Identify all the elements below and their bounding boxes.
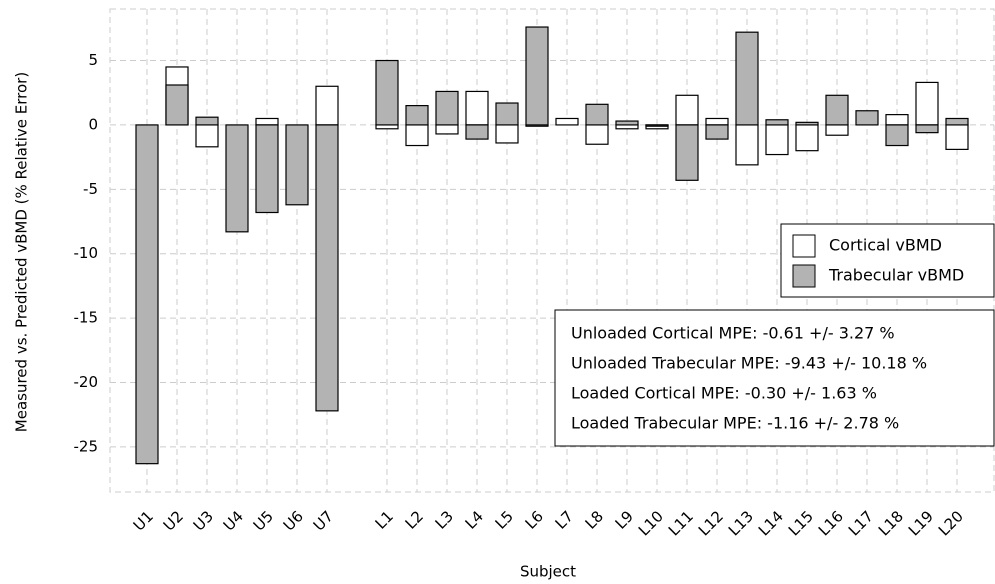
bar [765, 124, 789, 156]
bar [915, 124, 939, 134]
bar [375, 59, 399, 126]
bar [135, 124, 159, 465]
x-axis-label: Subject [520, 563, 576, 581]
y-tick-label: 0 [88, 115, 98, 133]
x-tick-label: L5 [492, 507, 517, 532]
x-tick-label: U4 [220, 507, 247, 534]
bar [195, 124, 219, 148]
bar [165, 84, 189, 126]
bar [525, 26, 549, 126]
x-tick-label: L8 [582, 507, 607, 532]
x-tick-label: L11 [665, 507, 697, 539]
bar [615, 120, 639, 126]
x-tick-label: U5 [250, 507, 277, 534]
bar [495, 124, 519, 144]
bar [285, 124, 309, 206]
annotation: Loaded Cortical MPE: -0.30 +/- 1.63 % [571, 384, 877, 403]
x-tick-label: U2 [160, 507, 187, 534]
x-tick-label: L20 [935, 507, 967, 539]
bar [495, 102, 519, 126]
bar [645, 124, 669, 127]
bar [225, 124, 249, 233]
bar [885, 124, 909, 147]
bar [945, 124, 969, 150]
bar [195, 116, 219, 126]
bar [915, 81, 939, 126]
bar [465, 124, 489, 140]
x-tick-label: L6 [522, 507, 547, 532]
y-tick-label: -15 [74, 309, 99, 327]
legend-swatch [792, 234, 816, 258]
y-tick-label: -10 [74, 244, 99, 262]
x-tick-label: L19 [905, 507, 937, 539]
x-tick-label: L7 [552, 507, 577, 532]
y-tick-label: -5 [83, 180, 98, 198]
bar [945, 117, 969, 126]
bar [465, 90, 489, 126]
bar [885, 114, 909, 126]
bar [405, 124, 429, 147]
annotation: Loaded Trabecular MPE: -1.16 +/- 2.78 % [571, 414, 899, 433]
bar [435, 124, 459, 135]
annotation: Unloaded Trabecular MPE: -9.43 +/- 10.18… [571, 354, 927, 373]
x-tick-label: L2 [402, 507, 427, 532]
x-tick-label: L4 [462, 507, 487, 532]
bar [705, 124, 729, 140]
bar [405, 104, 429, 126]
bar [735, 124, 759, 166]
x-tick-label: L10 [635, 507, 667, 539]
bar [435, 90, 459, 126]
x-tick-label: L14 [755, 507, 787, 539]
x-tick-label: L17 [845, 507, 877, 539]
bar [255, 124, 279, 214]
x-tick-label: L15 [785, 507, 817, 539]
x-tick-label: U7 [310, 507, 337, 534]
bar [765, 119, 789, 126]
legend-swatch [792, 264, 816, 288]
bar [675, 124, 699, 181]
legend-label: Trabecular vBMD [828, 266, 964, 285]
bar [555, 117, 579, 126]
bar [795, 124, 819, 152]
y-axis-label: Measured vs. Predicted vBMD (% Relative … [13, 72, 31, 432]
x-tick-label: U1 [130, 507, 157, 534]
x-tick-label: L18 [875, 507, 907, 539]
bar [315, 124, 339, 412]
annotation-box [554, 309, 995, 447]
bar [855, 110, 879, 126]
bar [735, 31, 759, 126]
legend-box [780, 223, 995, 298]
annotation: Unloaded Cortical MPE: -0.61 +/- 3.27 % [571, 324, 895, 343]
x-tick-label: L13 [725, 507, 757, 539]
x-tick-label: U3 [190, 507, 217, 534]
bar [585, 124, 609, 145]
x-tick-label: L9 [612, 507, 637, 532]
x-tick-label: L1 [372, 507, 397, 532]
y-tick-label: 5 [88, 51, 98, 69]
x-tick-label: L16 [815, 507, 847, 539]
bar [795, 121, 819, 126]
bar [705, 117, 729, 126]
bar [675, 94, 699, 126]
y-tick-label: -20 [74, 373, 99, 391]
bar [255, 117, 279, 126]
x-tick-label: U6 [280, 507, 307, 534]
bar [825, 124, 849, 136]
bar [825, 94, 849, 126]
y-tick-label: -25 [74, 437, 99, 455]
bar [585, 103, 609, 126]
x-tick-label: L3 [432, 507, 457, 532]
legend-label: Cortical vBMD [829, 236, 942, 255]
x-tick-label: L12 [695, 507, 727, 539]
bar [315, 85, 339, 126]
